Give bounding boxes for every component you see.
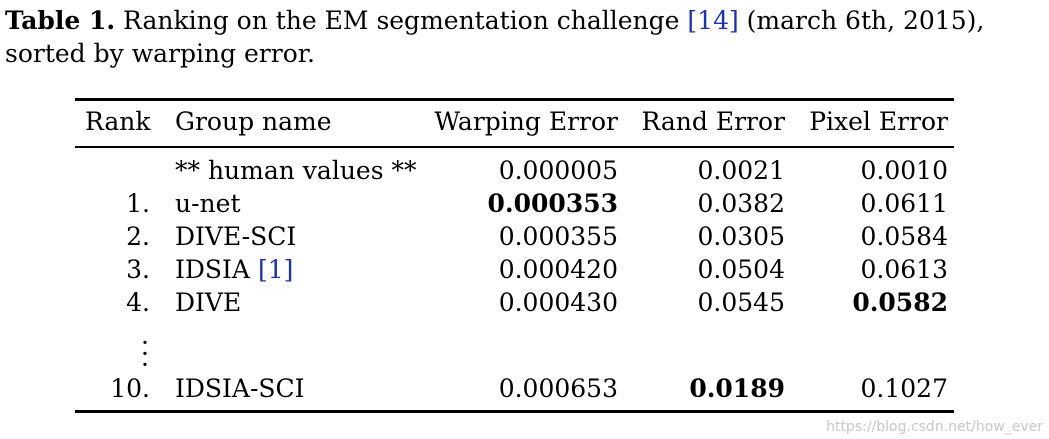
row-warping-error: 0.000420 [498, 255, 618, 284]
row-rank: 10. [110, 374, 150, 403]
row-rank: 1. [126, 189, 150, 218]
row-warping-error: 0.000430 [498, 288, 618, 317]
ellipsis-dot: · [141, 328, 149, 357]
row-group-name: IDSIA-SCI [175, 374, 305, 403]
row-rand-error: 0.0021 [697, 156, 785, 185]
ellipsis-dot: · [141, 350, 149, 379]
header-rank: Rank [85, 107, 151, 136]
row-warping-error: 0.000653 [498, 374, 618, 403]
row-rank: 2. [126, 222, 150, 251]
row-warping-error: 0.000005 [498, 156, 618, 185]
header-warping-error: Warping Error [434, 107, 618, 136]
row-pixel-error: 0.1027 [860, 374, 948, 403]
row-rand-error-best: 0.0189 [689, 374, 785, 403]
caption-text-2: (march 6th, 2015), sorted by warping err… [5, 6, 985, 68]
row-rand-error: 0.0504 [697, 255, 785, 284]
row-pixel-error: 0.0584 [860, 222, 948, 251]
table-bottom-rule [75, 410, 954, 413]
row-rand-error: 0.0305 [697, 222, 785, 251]
row-group-name: DIVE [175, 288, 242, 317]
row-rank: 3. [126, 255, 150, 284]
header-pixel-error: Pixel Error [809, 107, 948, 136]
header-rand-error: Rand Error [641, 107, 785, 136]
row-group-name: IDSIA [1] [175, 255, 293, 285]
watermark-text: https://blog.csdn.net/how_ever [826, 419, 1043, 435]
row-pixel-error-best: 0.0582 [852, 288, 948, 317]
row-group-label: IDSIA [175, 255, 258, 284]
caption-label: Table 1. [5, 6, 116, 35]
row-group-name: u-net [175, 189, 241, 218]
caption-text-1: Ranking on the EM segmentation challenge [115, 6, 688, 35]
table-top-rule [75, 98, 954, 101]
table-caption: Table 1. Ranking on the EM segmentation … [5, 4, 1045, 70]
header-group-name: Group name [175, 107, 332, 136]
row-rand-error: 0.0382 [697, 189, 785, 218]
row-rank: 4. [126, 288, 150, 317]
caption-citation-link[interactable]: [14] [687, 6, 739, 35]
ellipsis-dot: · [141, 339, 149, 368]
row-warping-error-best: 0.000353 [487, 189, 618, 218]
row-group-name: DIVE-SCI [175, 222, 297, 251]
row-pixel-error: 0.0611 [860, 189, 948, 218]
row-pixel-error: 0.0613 [860, 255, 948, 284]
row-warping-error: 0.000355 [498, 222, 618, 251]
row-rand-error: 0.0545 [697, 288, 785, 317]
table-header-rule [75, 146, 954, 148]
row-group-name: ** human values ** [175, 156, 417, 185]
row-pixel-error: 0.0010 [860, 156, 948, 185]
row-group-citation-link[interactable]: [1] [257, 255, 294, 284]
